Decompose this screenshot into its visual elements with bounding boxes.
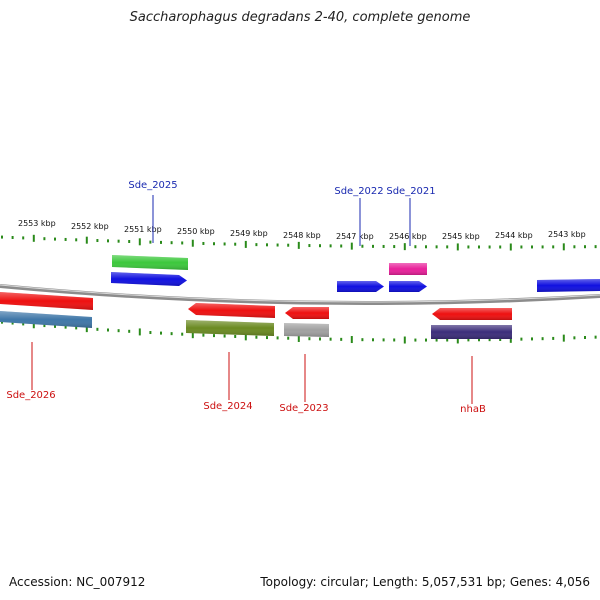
genome-backbone-highlight — [0, 284, 600, 303]
gene-pink[interactable] — [389, 263, 427, 275]
ruler-tick-label: 2551 kbp — [124, 225, 162, 234]
gene-label[interactable]: Sde_2022 — [334, 186, 383, 197]
gene-shading — [537, 279, 600, 292]
gene-blue-top[interactable] — [111, 272, 187, 286]
genome-backbone — [0, 284, 600, 306]
gene-label[interactable]: Sde_2025 — [128, 180, 177, 191]
gene-shading — [431, 325, 512, 339]
gene-green-top[interactable] — [112, 255, 188, 270]
gene-label[interactable]: nhaB — [460, 404, 486, 415]
gene-shading — [186, 320, 274, 336]
ruler-labels: 2553 kbp 2552 kbp 2551 kbp 2550 kbp 2549 kbp… — [18, 219, 586, 241]
gene-purple[interactable] — [431, 325, 512, 339]
gene-red-2026[interactable] — [0, 292, 93, 310]
gene-shading — [284, 323, 329, 337]
accession-text: Accession: NC_007912 — [9, 575, 146, 589]
gene-shading — [337, 281, 384, 292]
gene-shading — [0, 292, 93, 310]
ruler-tick-label: 2550 kbp — [177, 227, 215, 236]
ruler-tick-label: 2548 kbp — [283, 231, 321, 240]
ruler-tick-label: 2553 kbp — [18, 219, 56, 228]
gene-blue-right[interactable] — [537, 279, 600, 292]
gene-label[interactable]: Sde_2021 — [386, 186, 435, 197]
ruler-tick-label: 2545 kbp — [442, 232, 480, 241]
gene-label-leaders — [31, 195, 473, 404]
gene-steel[interactable] — [0, 311, 92, 328]
gene-blue-2022[interactable] — [337, 281, 384, 292]
gene-gray[interactable] — [284, 323, 329, 337]
gene-red-2023[interactable] — [285, 307, 329, 319]
ruler-tick-label: 2552 kbp — [71, 222, 109, 231]
gene-blue-2021[interactable] — [389, 281, 427, 292]
ruler-tick-label: 2544 kbp — [495, 231, 533, 240]
gene-red-nhab[interactable] — [432, 308, 512, 320]
gene-features — [0, 255, 600, 339]
gene-red-2024[interactable] — [188, 303, 275, 318]
genome-summary-text: Topology: circular; Length: 5,057,531 bp… — [260, 575, 590, 589]
gene-label[interactable]: Sde_2024 — [203, 401, 252, 412]
gene-labels: Sde_2025 Sde_2022 Sde_2021 Sde_2026 Sde_2024… — [6, 180, 486, 415]
ruler-top — [1, 234, 597, 251]
gene-shading — [432, 308, 512, 320]
ruler-tick-label: 2546 kbp — [389, 232, 427, 241]
gene-shading — [389, 281, 427, 292]
map-title: Saccharophagus degradans 2-40, complete … — [129, 10, 471, 25]
gene-label[interactable]: Sde_2023 — [279, 403, 328, 414]
gene-shading — [111, 272, 187, 286]
gene-label[interactable]: Sde_2026 — [6, 390, 55, 401]
ruler-tick-label: 2549 kbp — [230, 229, 268, 238]
gene-shading — [0, 311, 92, 328]
gene-shading — [112, 255, 188, 270]
gene-shading — [285, 307, 329, 319]
gene-shading — [188, 303, 275, 318]
gene-olive[interactable] — [186, 320, 274, 336]
gene-shading — [389, 263, 427, 275]
ruler-tick-label: 2543 kbp — [548, 230, 586, 239]
ruler-tick-label: 2547 kbp — [336, 232, 374, 241]
